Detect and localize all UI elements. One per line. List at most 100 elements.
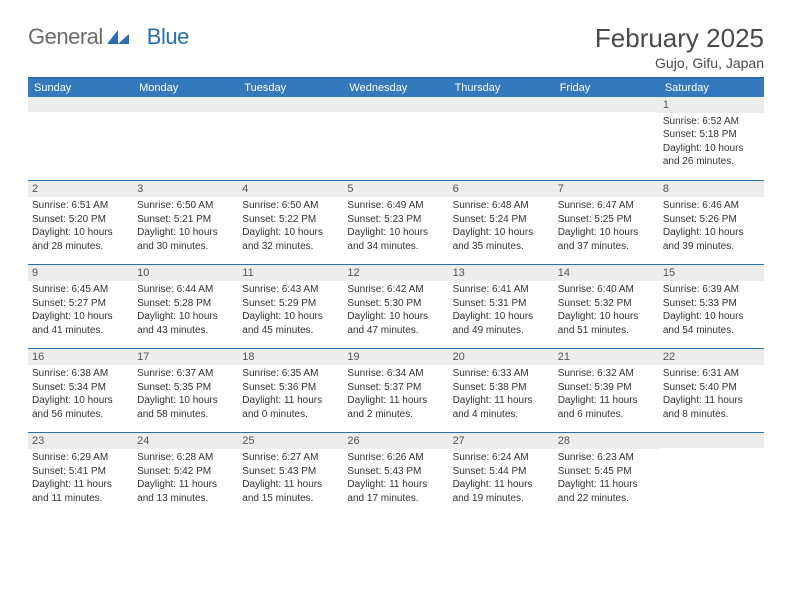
day-number: 19 — [343, 349, 448, 365]
calendar-cell — [659, 433, 764, 517]
sunrise-text: Sunrise: 6:34 AM — [347, 367, 444, 381]
day-details: Sunrise: 6:47 AMSunset: 5:25 PMDaylight:… — [558, 199, 655, 253]
sunset-text: Sunset: 5:37 PM — [347, 381, 444, 395]
dow-thursday: Thursday — [449, 78, 554, 97]
calendar-cell: 2Sunrise: 6:51 AMSunset: 5:20 PMDaylight… — [28, 181, 133, 265]
sunset-text: Sunset: 5:45 PM — [558, 465, 655, 479]
calendar-cell — [133, 97, 238, 181]
sunset-text: Sunset: 5:27 PM — [32, 297, 129, 311]
day-details: Sunrise: 6:35 AMSunset: 5:36 PMDaylight:… — [242, 367, 339, 421]
day-number: 3 — [133, 181, 238, 197]
sunrise-text: Sunrise: 6:37 AM — [137, 367, 234, 381]
sunset-text: Sunset: 5:21 PM — [137, 213, 234, 227]
daylight-text: Daylight: 10 hours and 56 minutes. — [32, 394, 129, 421]
sunset-text: Sunset: 5:31 PM — [453, 297, 550, 311]
daylight-text: Daylight: 11 hours and 11 minutes. — [32, 478, 129, 505]
calendar-cell: 10 Sunrise: 6:44 AMSunset: 5:28 PMDayligh… — [133, 265, 238, 349]
day-number: 16 — [28, 349, 133, 365]
daylight-text: Daylight: 11 hours and 22 minutes. — [558, 478, 655, 505]
day-details: Sunrise: 6:50 AMSunset: 5:22 PMDaylight:… — [242, 199, 339, 253]
sunrise-text: Sunrise: 6:46 AM — [663, 199, 760, 213]
calendar-cell: 12Sunrise: 6:42 AMSunset: 5:30 PMDayligh… — [343, 265, 448, 349]
sunrise-text: Sunrise: 6:43 AM — [242, 283, 339, 297]
day-number — [554, 97, 659, 112]
day-details: Sunrise: 6:23 AMSunset: 5:45 PMDaylight:… — [558, 451, 655, 505]
calendar-week-row: 23Sunrise: 6:29 AMSunset: 5:41 PMDayligh… — [28, 433, 764, 517]
day-number: 17 — [133, 349, 238, 365]
day-number: 1 — [659, 97, 764, 113]
calendar-cell: 13Sunrise: 6:41 AMSunset: 5:31 PMDayligh… — [449, 265, 554, 349]
daylight-text: Daylight: 10 hours and 41 minutes. — [32, 310, 129, 337]
day-number: 4 — [238, 181, 343, 197]
daylight-text: Daylight: 10 hours and 26 minutes. — [663, 142, 760, 169]
calendar-cell: 4 Sunrise: 6:50 AMSunset: 5:22 PMDaylight… — [238, 181, 343, 265]
day-number: 2 — [28, 181, 133, 197]
calendar-cell: 11Sunrise: 6:43 AMSunset: 5:29 PMDayligh… — [238, 265, 343, 349]
day-number: 23 — [28, 433, 133, 449]
day-number: 14 — [554, 265, 659, 281]
sunrise-text: Sunrise: 6:40 AM — [558, 283, 655, 297]
sunrise-text: Sunrise: 6:51 AM — [32, 199, 129, 213]
sunrise-text: Sunrise: 6:50 AM — [242, 199, 339, 213]
calendar-week-row: 1 Sunrise: 6:52 AMSunset: 5:18 PMDaylight… — [28, 97, 764, 181]
sunrise-text: Sunrise: 6:27 AM — [242, 451, 339, 465]
calendar-cell — [28, 97, 133, 181]
sunset-text: Sunset: 5:22 PM — [242, 213, 339, 227]
day-number — [343, 97, 448, 112]
calendar-cell: 19 Sunrise: 6:34 AMSunset: 5:37 PMDayligh… — [343, 349, 448, 433]
daylight-text: Daylight: 11 hours and 15 minutes. — [242, 478, 339, 505]
calendar-cell: 17Sunrise: 6:37 AMSunset: 5:35 PMDayligh… — [133, 349, 238, 433]
sunrise-text: Sunrise: 6:24 AM — [453, 451, 550, 465]
day-details: Sunrise: 6:50 AMSunset: 5:21 PMDaylight:… — [137, 199, 234, 253]
daylight-text: Daylight: 10 hours and 35 minutes. — [453, 226, 550, 253]
daylight-text: Daylight: 11 hours and 2 minutes. — [347, 394, 444, 421]
day-details: Sunrise: 6:52 AMSunset: 5:18 PMDaylight:… — [663, 115, 760, 169]
day-number: 9 — [28, 265, 133, 281]
calendar-cell: 9 Sunrise: 6:45 AMSunset: 5:27 PMDaylight… — [28, 265, 133, 349]
day-number: 15 — [659, 265, 764, 281]
calendar-cell: 1 Sunrise: 6:52 AMSunset: 5:18 PMDaylight… — [659, 97, 764, 181]
calendar-page: General Blue February 2025 Gujo, Gifu, J… — [0, 0, 792, 517]
calendar-cell — [343, 97, 448, 181]
day-details: Sunrise: 6:49 AMSunset: 5:23 PMDaylight:… — [347, 199, 444, 253]
daylight-text: Daylight: 10 hours and 43 minutes. — [137, 310, 234, 337]
daylight-text: Daylight: 11 hours and 6 minutes. — [558, 394, 655, 421]
daylight-text: Daylight: 10 hours and 54 minutes. — [663, 310, 760, 337]
logo-text-general: General — [28, 24, 103, 50]
day-details: Sunrise: 6:27 AMSunset: 5:43 PMDaylight:… — [242, 451, 339, 505]
calendar-cell — [554, 97, 659, 181]
daylight-text: Daylight: 11 hours and 8 minutes. — [663, 394, 760, 421]
sunrise-text: Sunrise: 6:45 AM — [32, 283, 129, 297]
day-number: 18 — [238, 349, 343, 365]
sunrise-text: Sunrise: 6:49 AM — [347, 199, 444, 213]
day-details: Sunrise: 6:32 AMSunset: 5:39 PMDaylight:… — [558, 367, 655, 421]
sunrise-text: Sunrise: 6:29 AM — [32, 451, 129, 465]
sunset-text: Sunset: 5:43 PM — [242, 465, 339, 479]
daylight-text: Daylight: 11 hours and 4 minutes. — [453, 394, 550, 421]
daylight-text: Daylight: 11 hours and 19 minutes. — [453, 478, 550, 505]
sunset-text: Sunset: 5:24 PM — [453, 213, 550, 227]
day-details: Sunrise: 6:42 AMSunset: 5:30 PMDaylight:… — [347, 283, 444, 337]
calendar-cell: 14Sunrise: 6:40 AMSunset: 5:32 PMDayligh… — [554, 265, 659, 349]
day-number: 20 — [449, 349, 554, 365]
sunset-text: Sunset: 5:42 PM — [137, 465, 234, 479]
sunset-text: Sunset: 5:41 PM — [32, 465, 129, 479]
daylight-text: Daylight: 10 hours and 30 minutes. — [137, 226, 234, 253]
day-number: 6 — [449, 181, 554, 197]
calendar-cell: 24Sunrise: 6:28 AMSunset: 5:42 PMDayligh… — [133, 433, 238, 517]
day-number: 28 — [554, 433, 659, 449]
calendar-cell: 27Sunrise: 6:24 AMSunset: 5:44 PMDayligh… — [449, 433, 554, 517]
calendar-header-row: Sunday Monday Tuesday Wednesday Thursday… — [28, 78, 764, 97]
day-details: Sunrise: 6:29 AMSunset: 5:41 PMDaylight:… — [32, 451, 129, 505]
day-details: Sunrise: 6:44 AMSunset: 5:28 PMDaylight:… — [137, 283, 234, 337]
sunset-text: Sunset: 5:35 PM — [137, 381, 234, 395]
calendar-cell: 8Sunrise: 6:46 AMSunset: 5:26 PMDaylight… — [659, 181, 764, 265]
sunrise-text: Sunrise: 6:28 AM — [137, 451, 234, 465]
daylight-text: Daylight: 11 hours and 17 minutes. — [347, 478, 444, 505]
calendar-cell — [449, 97, 554, 181]
logo-text-blue: Blue — [147, 24, 189, 50]
calendar-cell: 15Sunrise: 6:39 AMSunset: 5:33 PMDayligh… — [659, 265, 764, 349]
day-number: 5 — [343, 181, 448, 197]
day-number: 10 — [133, 265, 238, 281]
sunset-text: Sunset: 5:28 PM — [137, 297, 234, 311]
